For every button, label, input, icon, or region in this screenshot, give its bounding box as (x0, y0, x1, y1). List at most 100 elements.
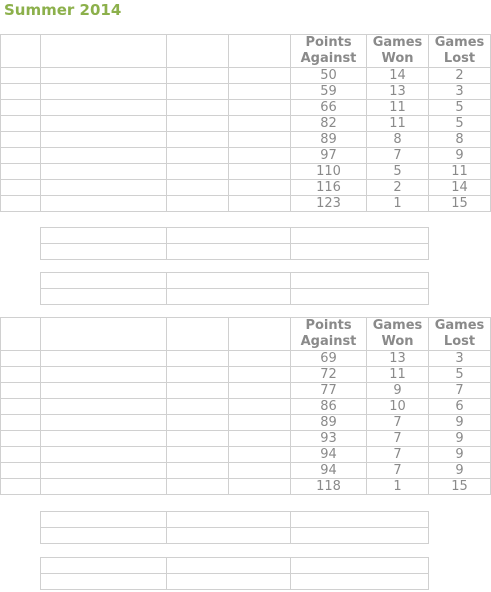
games-lost-cell: 9 (428, 414, 491, 431)
points-against-cell: 94 (290, 462, 367, 479)
empty-cell (40, 147, 167, 164)
empty-cell (0, 478, 41, 495)
empty-cell (166, 83, 229, 100)
empty-cell (166, 478, 229, 495)
grid-cell (290, 288, 429, 305)
table-row: 118 1 15 (0, 478, 491, 495)
header-games-lost: Games Lost (428, 317, 491, 351)
games-lost-cell: 9 (428, 446, 491, 463)
table-row: 89 7 9 (0, 414, 491, 431)
empty-cell (166, 99, 229, 116)
empty-cell (228, 67, 291, 84)
games-won-cell: 7 (366, 446, 429, 463)
games-lost-cell: 8 (428, 131, 491, 148)
table-row: 59 13 3 (0, 83, 491, 100)
grid-cell (166, 272, 291, 289)
empty-cell (40, 99, 167, 116)
games-won-cell: 11 (366, 366, 429, 383)
games-won-cell: 5 (366, 163, 429, 180)
points-against-cell: 89 (290, 414, 367, 431)
grid-row (40, 272, 429, 289)
empty-cell (0, 366, 41, 383)
empty-cell (0, 131, 41, 148)
empty-cell (0, 446, 41, 463)
table-row: 69 13 3 (0, 350, 491, 367)
empty-cell (228, 350, 291, 367)
grid-cell (290, 227, 429, 244)
empty-cell (0, 398, 41, 415)
games-won-cell: 13 (366, 350, 429, 367)
empty-cell (0, 179, 41, 196)
points-against-cell: 86 (290, 398, 367, 415)
games-won-cell: 1 (366, 195, 429, 212)
header-points-against: Points Against (290, 34, 367, 68)
grid-cell (166, 527, 291, 544)
games-lost-cell: 3 (428, 350, 491, 367)
games-lost-cell: 6 (428, 398, 491, 415)
empty-cell (166, 115, 229, 132)
empty-cell (40, 195, 167, 212)
table-header-row: Points Against Games Won Games Lost (0, 317, 491, 351)
games-lost-cell: 5 (428, 99, 491, 116)
table-row: 86 10 6 (0, 398, 491, 415)
games-won-cell: 10 (366, 398, 429, 415)
grid-cell (166, 573, 291, 590)
points-against-cell: 77 (290, 382, 367, 399)
empty-cell (228, 398, 291, 415)
header-cell-empty (166, 34, 229, 68)
empty-cell (228, 366, 291, 383)
grid-row (40, 511, 429, 528)
empty-cell (40, 382, 167, 399)
empty-cell (40, 430, 167, 447)
grid-cell (166, 557, 291, 574)
empty-cell (228, 414, 291, 431)
grid-cell (290, 511, 429, 528)
empty-cell (40, 462, 167, 479)
empty-cell (228, 382, 291, 399)
grid-row (40, 227, 429, 244)
games-lost-cell: 3 (428, 83, 491, 100)
empty-cell (0, 83, 41, 100)
games-lost-cell: 14 (428, 179, 491, 196)
points-against-cell: 116 (290, 179, 367, 196)
empty-cell (228, 131, 291, 148)
table-row: 94 7 9 (0, 462, 491, 479)
empty-cell (228, 478, 291, 495)
table-row: 93 7 9 (0, 430, 491, 447)
summary-grid (40, 557, 429, 590)
empty-cell (40, 446, 167, 463)
table-row: 89 8 8 (0, 131, 491, 148)
header-games-won: Games Won (366, 34, 429, 68)
grid-row (40, 557, 429, 574)
grid-cell (290, 557, 429, 574)
empty-cell (228, 179, 291, 196)
grid-row (40, 527, 429, 544)
grid-cell (40, 527, 167, 544)
grid-row (40, 243, 429, 260)
empty-cell (40, 350, 167, 367)
empty-cell (228, 430, 291, 447)
grid-cell (40, 511, 167, 528)
games-lost-cell: 7 (428, 382, 491, 399)
empty-cell (166, 147, 229, 164)
games-lost-cell: 11 (428, 163, 491, 180)
empty-cell (0, 462, 41, 479)
table-row: 77 9 7 (0, 382, 491, 399)
empty-cell (166, 163, 229, 180)
grid-cell (290, 573, 429, 590)
header-cell-empty (40, 34, 167, 68)
empty-cell (40, 83, 167, 100)
table-row: 97 7 9 (0, 147, 491, 164)
games-lost-cell: 15 (428, 478, 491, 495)
games-won-cell: 7 (366, 430, 429, 447)
standings-table: Points Against Games Won Games Lost 50 14… (0, 34, 491, 212)
games-lost-cell: 5 (428, 366, 491, 383)
summary-grid (40, 227, 429, 260)
games-won-cell: 7 (366, 462, 429, 479)
games-lost-cell: 9 (428, 462, 491, 479)
empty-cell (228, 147, 291, 164)
empty-cell (166, 462, 229, 479)
grid-cell (40, 243, 167, 260)
points-against-cell: 69 (290, 350, 367, 367)
games-won-cell: 7 (366, 147, 429, 164)
